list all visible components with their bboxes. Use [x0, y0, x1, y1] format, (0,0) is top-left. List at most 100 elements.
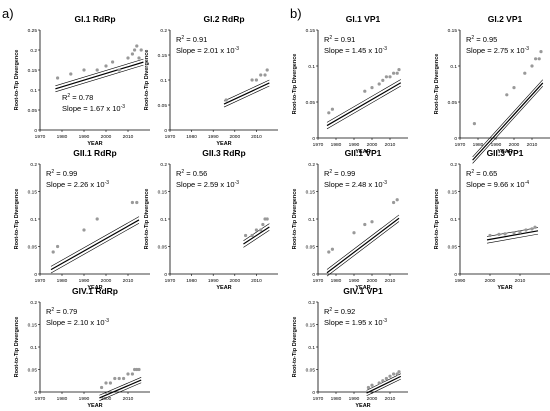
y-tick-label: 0 [164, 272, 167, 278]
chart-5: GIV.1 RdRp 0 0.05 0.1 0.15 0.2 1970 1980 1990 200… [14, 286, 150, 409]
confidence-band-line [55, 58, 144, 87]
x-axis-label: YEAR [87, 403, 102, 409]
x-tick-label: 2010 [251, 134, 262, 140]
x-tick-label: 1970 [313, 278, 324, 284]
x-tick-label: 1970 [313, 142, 324, 148]
x-tick-label: 1990 [455, 278, 466, 284]
data-point [104, 64, 108, 68]
x-tick-label: 2010 [123, 134, 134, 140]
chart-title: GI.2 VP1 [488, 14, 523, 24]
y-tick-label: 0 [34, 272, 37, 278]
regression-line [326, 217, 400, 274]
y-tick-label: 0 [454, 136, 457, 142]
data-point [503, 232, 507, 236]
data-point [259, 73, 263, 77]
data-point [392, 372, 396, 376]
confidence-band-line [366, 378, 401, 397]
regression-line [326, 82, 402, 127]
x-axis-label: YEAR [216, 285, 231, 291]
x-tick-label: 1970 [165, 278, 176, 284]
data-point [261, 222, 265, 227]
x-tick-label: 2000 [229, 278, 240, 284]
r-squared-label: R2 = 0.99 [46, 169, 77, 178]
r-squared-label: R2 = 0.99 [324, 169, 355, 178]
confidence-band-line [326, 221, 400, 277]
x-tick-label: 1990 [349, 278, 360, 284]
x-axis-label: YEAR [355, 403, 370, 409]
y-tick-label: 0 [34, 390, 37, 396]
data-point [137, 367, 141, 372]
y-tick-label: 0.1 [30, 345, 37, 351]
chart-7: GI.2 VP1 0 0.05 0.1 0.15 1970 1980 1990 2000 2010… [434, 14, 550, 164]
regression-line [99, 379, 142, 399]
regression-line [472, 82, 544, 161]
y-axis-label: Root-to-Tip Divergence [144, 189, 150, 250]
y-tick-label: 0.1 [30, 217, 37, 223]
data-point [523, 71, 527, 75]
data-point [370, 220, 374, 224]
x-tick-label: 2010 [123, 396, 134, 402]
x-axis-label: YEAR [355, 285, 370, 291]
data-point [366, 385, 370, 390]
data-point [135, 44, 139, 48]
y-tick-label: 0.15 [158, 53, 168, 59]
data-point [104, 381, 108, 385]
regression-line [55, 61, 144, 90]
data-point [108, 381, 112, 385]
data-point [69, 72, 73, 76]
data-point [381, 379, 385, 383]
x-axis-label: YEAR [87, 141, 102, 147]
data-point [122, 376, 126, 381]
x-tick-label: 2010 [515, 278, 526, 284]
y-tick-label: 0.15 [158, 190, 168, 196]
data-point [56, 76, 60, 80]
data-point [352, 231, 356, 235]
data-point [395, 372, 399, 376]
data-point [512, 86, 516, 90]
chart-4: GII.3 RdRp 0 0.05 0.1 0.15 0.2 1970 1980 1990 200… [144, 148, 278, 291]
x-tick-label: 1970 [35, 278, 46, 284]
data-point [250, 233, 254, 238]
y-tick-label: 0.15 [306, 323, 316, 329]
slope-label: Slope = 9.66 x 10-4 [466, 180, 529, 189]
y-tick-label: 0.2 [308, 300, 315, 306]
regression-line [243, 226, 270, 245]
x-tick-label: 2000 [229, 134, 240, 140]
data-point [224, 98, 228, 102]
y-tick-label: 0.05 [448, 100, 458, 106]
confidence-band-line [243, 223, 270, 241]
slope-label: Slope = 1.45 x 10-3 [324, 46, 387, 55]
y-tick-label: 0.2 [30, 48, 37, 54]
y-axis-label: Root-to-Tip Divergence [14, 189, 20, 250]
confidence-band-line [326, 85, 401, 130]
data-point [505, 93, 509, 97]
slope-label: Slope = 1.67 x 10-3 [62, 104, 125, 113]
x-tick-label: 2000 [101, 134, 112, 140]
y-tick-label: 0 [312, 272, 315, 278]
confidence-band-line [243, 230, 270, 248]
data-point [130, 52, 134, 56]
y-tick-label: 0.05 [28, 108, 38, 114]
r-squared-label: R2 = 0.56 [176, 169, 207, 178]
y-tick-label: 0.1 [450, 64, 457, 70]
y-tick-label: 0.25 [28, 28, 38, 34]
data-point [381, 78, 385, 82]
data-point [263, 73, 267, 77]
x-tick-label: 2010 [123, 278, 134, 284]
chart-6: GI.1 VP1 0 0.05 0.1 0.15 1970 1980 1990 2000 2010… [292, 14, 408, 155]
r-squared-label: R2 = 0.91 [176, 35, 207, 44]
slope-label: Slope = 1.95 x 10-3 [324, 318, 387, 327]
data-point [135, 367, 139, 372]
chart-title: GIV.1 VP1 [343, 286, 383, 296]
data-point [370, 383, 374, 387]
r-squared-label: R2 = 0.91 [324, 35, 355, 44]
x-tick-label: 1980 [331, 396, 342, 402]
confidence-band-line [472, 85, 544, 164]
confidence-band-line [486, 227, 539, 237]
confidence-band-line [223, 79, 270, 102]
data-point [530, 64, 534, 68]
data-point [524, 228, 528, 232]
y-tick-label: 0.15 [28, 190, 38, 196]
data-point [539, 50, 543, 54]
